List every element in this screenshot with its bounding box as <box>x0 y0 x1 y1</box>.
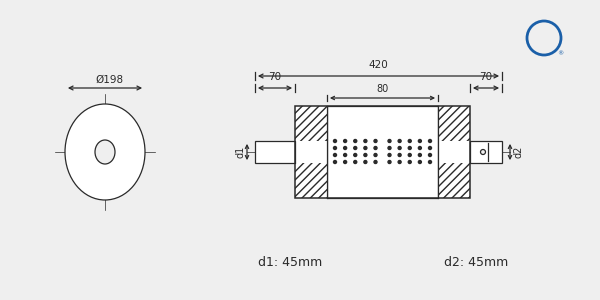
Circle shape <box>388 146 391 149</box>
Bar <box>295 106 470 198</box>
Circle shape <box>418 140 421 142</box>
Text: 420: 420 <box>368 60 388 70</box>
Circle shape <box>527 21 561 55</box>
Circle shape <box>364 146 367 149</box>
Ellipse shape <box>95 140 115 164</box>
Circle shape <box>364 154 367 157</box>
Text: 70: 70 <box>268 72 281 82</box>
Circle shape <box>398 160 401 164</box>
Circle shape <box>334 146 337 149</box>
Circle shape <box>344 140 347 142</box>
Text: FOX: FOX <box>530 31 557 44</box>
Bar <box>295 141 327 163</box>
Circle shape <box>344 154 347 157</box>
Circle shape <box>398 146 401 149</box>
Bar <box>438 163 470 198</box>
Circle shape <box>418 160 421 164</box>
Bar <box>470 141 502 163</box>
Bar <box>295 163 327 198</box>
Circle shape <box>354 160 357 164</box>
Circle shape <box>408 154 411 157</box>
Circle shape <box>354 146 357 149</box>
Text: 70: 70 <box>479 72 493 82</box>
Bar <box>438 106 470 141</box>
Text: d1: d1 <box>235 146 245 158</box>
Circle shape <box>374 154 377 157</box>
Circle shape <box>388 140 391 142</box>
Circle shape <box>398 154 401 157</box>
Text: Ø198: Ø198 <box>95 75 123 85</box>
Circle shape <box>334 160 337 164</box>
Circle shape <box>364 160 367 164</box>
Text: d2: 45mm: d2: 45mm <box>444 256 508 268</box>
Bar <box>295 106 327 141</box>
Circle shape <box>428 154 431 157</box>
Bar <box>438 141 470 163</box>
Circle shape <box>418 146 421 149</box>
Circle shape <box>418 154 421 157</box>
Circle shape <box>408 146 411 149</box>
Circle shape <box>374 160 377 164</box>
Circle shape <box>388 154 391 157</box>
Text: d2: d2 <box>513 146 523 158</box>
Circle shape <box>344 160 347 164</box>
Circle shape <box>374 140 377 142</box>
Circle shape <box>481 149 485 154</box>
Circle shape <box>428 160 431 164</box>
Text: 80: 80 <box>376 84 389 94</box>
Circle shape <box>334 154 337 157</box>
Circle shape <box>398 140 401 142</box>
Circle shape <box>408 140 411 142</box>
Circle shape <box>374 146 377 149</box>
Bar <box>327 106 438 198</box>
Text: d1: 45mm: d1: 45mm <box>258 256 322 268</box>
Circle shape <box>388 160 391 164</box>
Circle shape <box>408 160 411 164</box>
Ellipse shape <box>65 104 145 200</box>
Circle shape <box>428 140 431 142</box>
Circle shape <box>344 146 347 149</box>
Circle shape <box>354 154 357 157</box>
Bar <box>255 141 295 163</box>
Circle shape <box>354 140 357 142</box>
Circle shape <box>334 140 337 142</box>
Circle shape <box>364 140 367 142</box>
Circle shape <box>428 146 431 149</box>
Text: ®: ® <box>557 52 563 56</box>
